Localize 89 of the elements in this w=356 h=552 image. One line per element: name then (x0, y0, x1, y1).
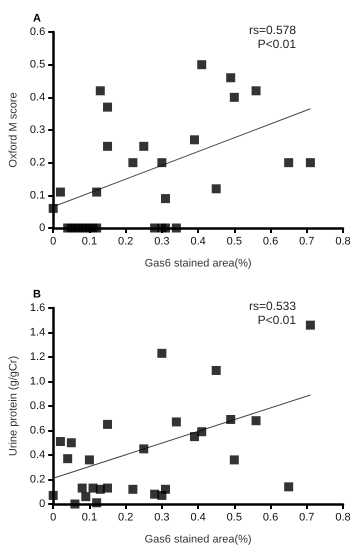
y-tick-label: 0.6 (30, 424, 46, 436)
y-axis-title: Urine protein (g/gCr) (8, 356, 20, 456)
point (139, 444, 148, 454)
point (128, 158, 138, 168)
point (284, 158, 294, 168)
point (160, 224, 170, 232)
point (103, 102, 112, 112)
point (70, 500, 80, 508)
y-tick-label: 0.1 (30, 189, 46, 202)
x-tick-label: 0 (50, 236, 56, 248)
y-tick-label: 0.4 (30, 449, 46, 461)
point (197, 60, 206, 70)
point (190, 432, 199, 442)
x-tick-label: 0.3 (154, 512, 170, 524)
point (92, 224, 102, 232)
x-tick-label: 0.2 (118, 512, 134, 524)
annotation: rs=0.533 (248, 299, 296, 313)
x-tick-label: 0.5 (226, 512, 242, 524)
point (128, 484, 138, 494)
x-tick-label: 0.7 (299, 512, 314, 524)
point (48, 490, 58, 500)
point (103, 142, 112, 151)
y-tick-label: 1.4 (30, 326, 46, 338)
point (96, 86, 105, 96)
chart-title: B (33, 288, 41, 300)
point (197, 427, 206, 436)
x-tick-label: 0.7 (299, 236, 314, 248)
point (212, 366, 221, 375)
y-tick-label: 0.8 (30, 400, 46, 412)
x-tick-label: 0.5 (226, 236, 242, 248)
point (56, 188, 65, 197)
y-tick-label: 0.2 (30, 156, 46, 169)
y-tick-label: 1.6 (30, 302, 46, 314)
x-tick-label: 0.8 (335, 512, 351, 524)
point (66, 438, 76, 448)
point (306, 158, 315, 168)
point (92, 188, 102, 197)
x-tick-label: 0.4 (190, 512, 206, 524)
point (103, 484, 112, 493)
point (157, 348, 166, 358)
point (226, 73, 236, 82)
point (230, 455, 239, 464)
point (172, 224, 181, 232)
point (230, 92, 239, 102)
x-tick-label: 0 (50, 512, 56, 524)
point (92, 498, 102, 508)
y-tick-label: 1.0 (30, 376, 46, 388)
x-tick-label: 0.1 (82, 512, 98, 524)
y-tick-label: 0 (39, 222, 46, 234)
point (78, 484, 87, 493)
point (139, 142, 148, 151)
point (252, 416, 261, 426)
point (103, 420, 112, 429)
annotation: P<0.01 (258, 313, 296, 327)
y-tick-label: 0 (39, 498, 46, 510)
point (160, 194, 170, 204)
y-tick-label: 0.3 (30, 124, 46, 136)
point (306, 320, 315, 330)
x-tick-label: 0.6 (262, 512, 278, 524)
chart-title: A (33, 12, 41, 24)
point (56, 437, 65, 446)
point (190, 135, 199, 144)
y-axis-title: Oxford M score (8, 92, 20, 168)
point (157, 158, 166, 168)
x-tick-label: 0.2 (118, 236, 134, 248)
point (48, 204, 58, 213)
point (63, 454, 72, 464)
y-tick-label: 1.2 (30, 351, 46, 363)
x-tick-label: 0.6 (262, 236, 278, 248)
y-tick-label: 0.4 (30, 91, 46, 104)
point (212, 184, 221, 194)
x-axis-title: Gas6 stained area(%) (144, 258, 252, 270)
y-tick-label: 0.2 (30, 474, 46, 486)
x-tick-label: 0.4 (190, 236, 206, 248)
point (172, 417, 181, 426)
x-tick-label: 0.1 (82, 236, 98, 248)
point (81, 492, 90, 502)
y-tick-label: 0.5 (30, 58, 46, 71)
point (252, 86, 261, 96)
annotation: P<0.01 (258, 37, 296, 51)
annotation: rs=0.578 (248, 23, 296, 37)
x-tick-label: 0.3 (154, 236, 170, 248)
x-axis-title: Gas6 stained area(%) (144, 534, 252, 546)
x-tick-label: 0.8 (335, 236, 351, 248)
point (284, 482, 294, 492)
y-tick-label: 0.6 (30, 26, 46, 38)
point (226, 414, 236, 424)
point (160, 484, 170, 494)
point (84, 455, 94, 464)
